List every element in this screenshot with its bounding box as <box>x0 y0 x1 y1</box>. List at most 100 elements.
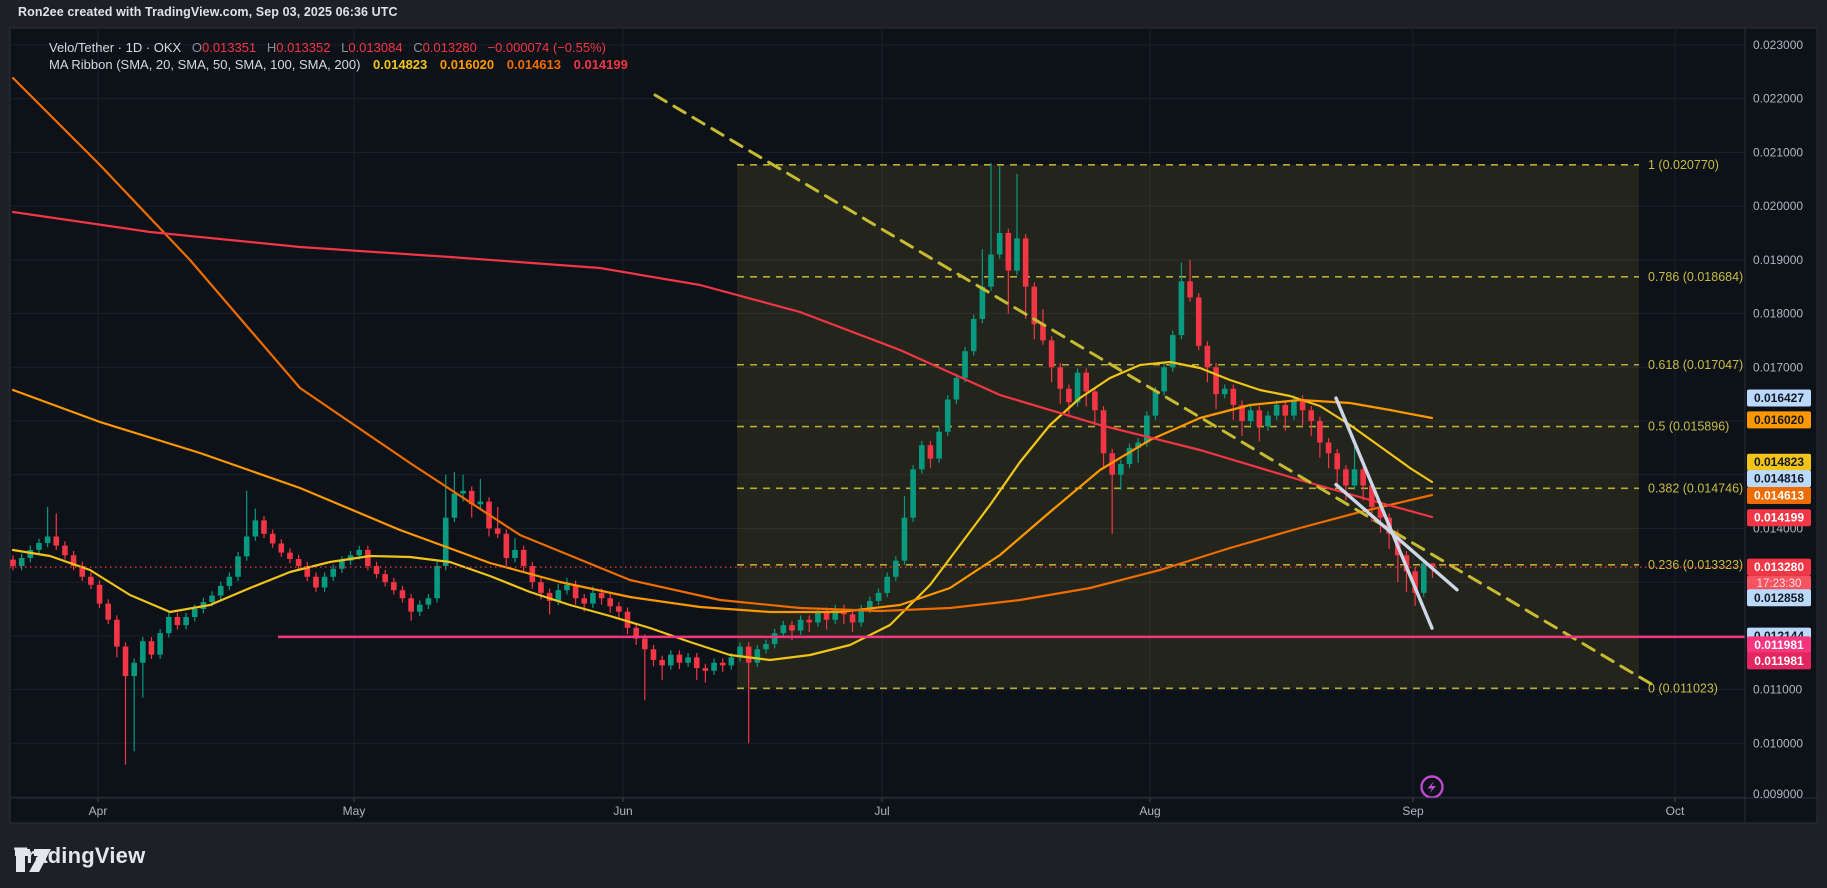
candle-body <box>953 378 960 400</box>
candle-body <box>165 617 172 634</box>
candle <box>1420 560 1427 598</box>
candle-body <box>728 657 735 666</box>
candle-body <box>1169 335 1176 368</box>
candle-body <box>1048 340 1055 368</box>
chart-pane[interactable] <box>10 28 1817 823</box>
candle <box>564 577 570 595</box>
candle-body <box>711 662 717 671</box>
low-key: L <box>341 40 349 55</box>
candle-body <box>1429 563 1436 568</box>
candle-body <box>1014 238 1020 271</box>
candle-body <box>494 528 501 534</box>
candle <box>157 628 163 659</box>
candle-body <box>1230 388 1237 405</box>
price-label-text: 0.014199 <box>1754 511 1804 525</box>
candle <box>512 538 518 563</box>
candle <box>442 474 449 571</box>
candle <box>1005 228 1012 314</box>
lightning-icon <box>1427 781 1436 794</box>
candle <box>1118 459 1124 490</box>
fib-shaded-area[interactable] <box>737 164 1639 689</box>
candle <box>1308 405 1315 437</box>
fib-level-label: 0.236 (0.013323) <box>1648 558 1743 572</box>
price-label-text: 0.014816 <box>1754 472 1804 486</box>
candlestick-series[interactable] <box>10 163 1436 765</box>
candle-body <box>1377 506 1384 518</box>
candle-body <box>988 254 994 287</box>
candle-body <box>616 606 622 612</box>
candle <box>633 623 639 645</box>
price-label-text: 0.014823 <box>1754 455 1804 469</box>
candle <box>693 653 700 680</box>
candle-body <box>763 643 769 650</box>
candle <box>1221 384 1228 399</box>
candle <box>918 440 925 474</box>
candle-body <box>460 490 466 494</box>
candle-body <box>313 576 319 588</box>
candle-body <box>693 657 700 669</box>
candle <box>650 644 657 667</box>
candle-body <box>719 662 726 666</box>
candle <box>1161 362 1167 396</box>
candle <box>122 642 129 765</box>
tradingview-logo[interactable]: TradingView <box>14 843 145 872</box>
white-trendline[interactable] <box>1334 482 1459 592</box>
candle <box>1317 416 1323 458</box>
candle-body <box>287 552 293 560</box>
candle-body <box>572 584 579 599</box>
candle-body <box>624 611 631 628</box>
candle-body <box>243 536 250 557</box>
trendline-drawings[interactable] <box>10 93 1745 690</box>
fib-level-label: 0.786 (0.018684) <box>1648 270 1743 284</box>
candle <box>616 602 622 619</box>
candle <box>988 163 994 292</box>
ma-ribbon-title: MA Ribbon (SMA, 20, SMA, 50, SMA, 100, S… <box>49 57 361 72</box>
candle <box>235 552 241 582</box>
candle <box>676 650 683 670</box>
candle <box>1092 387 1098 426</box>
sma100-line <box>11 76 1434 613</box>
month-label: Apr <box>89 804 108 818</box>
price-label-box <box>1747 589 1811 607</box>
candle-body <box>114 619 120 647</box>
dashed-trendline[interactable] <box>653 93 1660 690</box>
price-axis-tick-label: 0.011000 <box>1753 683 1802 697</box>
candle <box>408 593 414 621</box>
candle <box>503 529 510 567</box>
candle-body <box>18 557 25 567</box>
candle-body <box>910 469 916 518</box>
candle-body <box>1334 453 1341 470</box>
price-axis-tick-label: 0.017000 <box>1753 360 1803 374</box>
candle <box>1066 384 1072 418</box>
time-axis[interactable] <box>10 798 1817 823</box>
candle-body <box>901 517 908 561</box>
candle <box>425 593 432 609</box>
candle-body <box>53 536 60 546</box>
fib-level-label: 0.5 (0.015896) <box>1648 420 1729 434</box>
candle <box>806 615 813 633</box>
candle <box>243 490 250 561</box>
price-axis-tick-label: 0.022000 <box>1753 92 1803 106</box>
open-key: O <box>191 40 202 55</box>
candle <box>1291 395 1297 420</box>
axes[interactable]: Apr May Jun Jul Aug Sep Oct <box>10 28 1817 823</box>
fib-retracement-drawing[interactable]: 1 (0.020770) 0.786 (0.018684) 0.618 (0.017… <box>737 158 1743 696</box>
high-key: H <box>266 40 277 55</box>
white-trendline[interactable] <box>1334 396 1434 630</box>
candle-body <box>36 542 42 550</box>
price-label-text: 0.011981 <box>1754 638 1804 652</box>
candle-body <box>555 590 562 601</box>
candle-body <box>538 582 544 593</box>
candle-body <box>858 608 864 623</box>
price-label-text: 0.011981 <box>1754 654 1804 668</box>
candle <box>520 545 527 573</box>
candle-body <box>633 627 639 639</box>
candle <box>1057 362 1064 404</box>
candle-body <box>996 232 1003 255</box>
candle <box>434 561 440 603</box>
candle <box>287 548 293 564</box>
candle <box>1256 405 1263 442</box>
